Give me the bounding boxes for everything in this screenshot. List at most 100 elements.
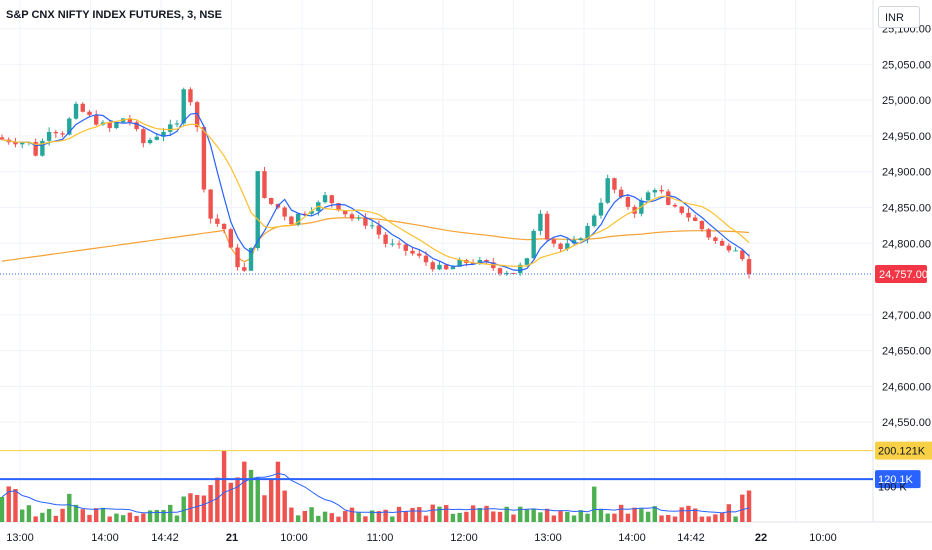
volume-bar xyxy=(369,510,375,522)
candle-body xyxy=(423,255,429,263)
candle-body xyxy=(343,210,348,215)
volume-bar xyxy=(322,511,328,522)
price-tick-label: 25,000.00 xyxy=(882,95,931,107)
volume-bar xyxy=(686,505,691,522)
volume-bar xyxy=(13,489,18,522)
volume-bar xyxy=(174,515,180,522)
volume-bar xyxy=(161,510,166,522)
price-tick-label: 24,900.00 xyxy=(882,167,931,179)
candle-body xyxy=(551,239,557,244)
time-tick-label: 14:42 xyxy=(677,532,705,544)
volume-bar xyxy=(625,513,631,522)
time-tick-label: 21 xyxy=(226,532,238,544)
candle-body xyxy=(565,243,570,250)
volume-bar xyxy=(605,513,610,522)
candle-body xyxy=(356,217,361,219)
candle-body xyxy=(376,225,382,235)
volume-bar xyxy=(221,450,227,522)
volume-bar xyxy=(477,508,483,522)
candle-body xyxy=(46,131,52,141)
candle-body xyxy=(430,262,435,270)
volume-bar xyxy=(336,516,341,522)
candle-body xyxy=(221,223,227,230)
candle-body xyxy=(679,206,684,213)
candle-body xyxy=(141,129,146,144)
candle-body xyxy=(80,103,85,112)
volume-bar xyxy=(618,504,624,522)
volume-bar xyxy=(349,507,355,522)
volume-bar xyxy=(558,511,563,522)
candle-body xyxy=(134,122,139,130)
volume-level-label: 120.1K xyxy=(878,474,914,486)
price-tick-label: 24,700.00 xyxy=(882,310,931,322)
volume-bar xyxy=(73,504,79,522)
volume-bar xyxy=(417,507,422,522)
volume-bar xyxy=(100,507,106,522)
volume-bar xyxy=(396,506,402,522)
candle-body xyxy=(719,240,725,246)
volume-bar xyxy=(571,515,577,522)
volume-bar xyxy=(60,508,65,522)
candle-body xyxy=(60,133,65,135)
ma-fast-line xyxy=(1,112,750,272)
price-tick-label: 24,850.00 xyxy=(882,202,931,214)
candle-body xyxy=(699,220,705,230)
price-tick-label: 24,950.00 xyxy=(882,131,931,143)
candle-body xyxy=(571,240,577,244)
candle-body xyxy=(504,272,509,274)
volume-bar xyxy=(269,479,274,522)
volume-bar xyxy=(470,505,476,522)
time-axis[interactable]: 13:00 14:00 14:42 21 10:00 11:00 12:00 13:00 14:… xyxy=(6,532,837,544)
time-tick-label: 14:00 xyxy=(91,532,119,544)
volume-series xyxy=(0,450,752,522)
volume-bar xyxy=(181,496,186,522)
candle-body xyxy=(235,247,240,268)
time-tick-label: 13:00 xyxy=(6,532,34,544)
volume-bar xyxy=(578,510,583,522)
volume-bar xyxy=(518,506,523,522)
volume-bar xyxy=(383,509,388,522)
candle-body xyxy=(652,190,658,193)
volume-bar xyxy=(437,506,442,522)
volume-bar xyxy=(538,512,543,522)
currency-selector[interactable]: INR xyxy=(878,6,920,28)
vwap-line-layer xyxy=(1,217,750,263)
candle-body xyxy=(174,123,180,125)
candle-body xyxy=(390,243,395,245)
candle-body xyxy=(437,264,442,270)
candle-body xyxy=(672,204,678,207)
candle-body xyxy=(127,118,133,123)
price-axis[interactable]: 25,100.0025,050.0025,000.0024,950.0024,9… xyxy=(875,24,932,494)
candle-body xyxy=(518,264,523,274)
volume-level-label: 100 K xyxy=(878,481,907,493)
candle-body xyxy=(94,114,99,125)
candle-body xyxy=(181,89,186,124)
volume-bar xyxy=(154,510,159,522)
candle-body xyxy=(269,197,274,204)
volume-bar xyxy=(497,511,503,522)
candle-body xyxy=(107,122,112,129)
volume-bar xyxy=(632,507,637,522)
volume-ma-line xyxy=(1,472,750,514)
volume-bar xyxy=(53,515,59,522)
volume-bar xyxy=(107,516,112,522)
volume-bar xyxy=(120,515,126,522)
candle-body xyxy=(248,248,254,271)
volume-bar xyxy=(26,505,32,522)
candle-body xyxy=(740,250,745,260)
candle-body xyxy=(13,142,18,145)
candle-body xyxy=(625,197,631,207)
candle-body xyxy=(592,215,597,226)
ma-slow-line xyxy=(1,118,750,267)
candle-body xyxy=(477,260,483,264)
candle-body xyxy=(67,118,72,135)
volume-bar xyxy=(443,505,449,522)
time-tick-label: 10:00 xyxy=(280,532,308,544)
candle-body xyxy=(578,238,583,241)
volume-level-badge xyxy=(875,441,932,460)
candle-body xyxy=(255,171,260,249)
candle-body xyxy=(713,237,718,241)
price-tick-label: 24,600.00 xyxy=(882,381,931,393)
volume-bar xyxy=(430,504,435,522)
